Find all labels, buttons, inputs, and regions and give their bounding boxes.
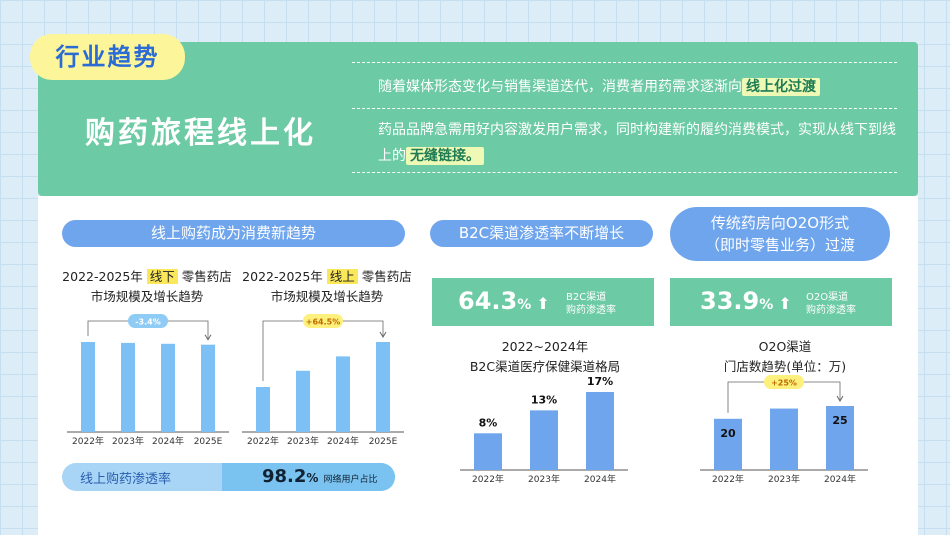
chart-title: 2022~2024年 B2C渠道医疗保健渠道格局 [440, 337, 650, 377]
growth-label: +64.5% [306, 318, 340, 327]
section-header: 线上购药成为消费新趋势 [62, 220, 405, 247]
t: O2O渠道 [758, 339, 812, 354]
bar [586, 392, 614, 470]
bar [81, 342, 95, 432]
x-label: 2022年 [472, 473, 504, 485]
chart-title: 2022-2025年 线下 零售药店市场规模及增长趋势 [52, 267, 242, 307]
header-line: （即时零售业务）过渡 [704, 236, 855, 254]
n: O2O渠道 [806, 292, 849, 303]
stat: 64.3% ⬆ [458, 287, 550, 315]
value-label: 20 [720, 427, 736, 440]
intro-text: 随着媒体形态变化与销售渠道迭代，消费者用药需求逐渐向 [378, 79, 742, 95]
growth-pill [303, 314, 343, 328]
n: 购药渗透率 [806, 305, 856, 316]
t: 2022-2025年 [62, 269, 143, 284]
bar [121, 342, 135, 432]
bar [201, 344, 215, 432]
divider [352, 172, 897, 173]
bar [714, 418, 742, 470]
n: 购药渗透率 [566, 305, 616, 316]
bar [826, 406, 854, 470]
footer-label: 线上购药渗透率 [80, 472, 172, 487]
note: 网络用户占比 [323, 475, 378, 485]
stat-note: B2C渠道购药渗透率 [566, 291, 616, 317]
t: 零售药店 [181, 269, 232, 284]
bar [474, 433, 502, 470]
n: B2C渠道 [566, 292, 607, 303]
growth-label: +25% [771, 379, 797, 388]
tag: 行业趋势 [30, 34, 185, 80]
growth-pill [764, 375, 804, 389]
growth-pill [128, 314, 168, 328]
x-label: 2025E [369, 437, 398, 447]
intro-highlight: 无缝链接。 [406, 147, 484, 165]
t: B2C渠道医疗保健渠道格局 [469, 359, 621, 374]
stat-value: 33.9 [700, 287, 760, 315]
stat-note: O2O渠道购药渗透率 [806, 291, 856, 317]
header-panel [38, 42, 918, 196]
intro: 随着媒体形态变化与销售渠道迭代，消费者用药需求逐渐向 线上化过渡 [378, 74, 903, 100]
footer-stat: 98.2% 网络用户占比 [262, 466, 378, 487]
unit: % [759, 297, 774, 313]
arrow [204, 334, 212, 341]
divider [352, 108, 897, 109]
unit: % [517, 297, 532, 313]
intro: 药品品牌急需用好内容激发用户需求，同时构建新的履约消费模式，实现从线下到线上的无… [378, 117, 903, 169]
value-label: 8% [479, 416, 498, 429]
t: 门店数趋势(单位：万) [723, 359, 847, 374]
bar [336, 356, 350, 432]
x-label: 2024年 [152, 435, 184, 447]
divider [352, 62, 897, 63]
value-label: 13% [531, 393, 557, 406]
x-label: 2024年 [327, 435, 359, 447]
bar [376, 342, 390, 432]
x-label: 2023年 [528, 473, 560, 485]
section-header: B2C渠道渗透率不断增长 [430, 220, 653, 247]
t: 市场规模及增长趋势 [90, 289, 204, 304]
footer-fill [222, 463, 395, 491]
bar [256, 387, 270, 432]
arrow [836, 395, 844, 402]
stat-box [670, 278, 892, 326]
x-label: 2025E [194, 437, 223, 447]
bar [161, 343, 175, 432]
growth-label: -3.4% [135, 318, 161, 327]
t: 零售药店 [361, 269, 412, 284]
intro-highlight: 线上化过渡 [742, 78, 820, 96]
value-label: 17% [587, 375, 613, 388]
value-label: 25 [832, 414, 847, 427]
title: 购药旅程线上化 [85, 116, 316, 151]
stat-value: 64.3 [458, 287, 518, 315]
x-label: 2023年 [287, 435, 319, 447]
bar [530, 410, 558, 470]
growth-bracket [262, 320, 384, 381]
t-hl: 线下 [146, 269, 178, 284]
stat-box [432, 278, 654, 326]
x-label: 2022年 [247, 435, 279, 447]
x-label: 2022年 [72, 435, 104, 447]
arrow [379, 331, 387, 338]
t: 市场规模及增长趋势 [270, 289, 384, 304]
stat: 98.2 [262, 466, 307, 487]
t: 2022-2025年 [242, 269, 323, 284]
chart-title: O2O渠道门店数趋势(单位：万) [680, 337, 890, 377]
stat: 33.9% ⬆ [700, 287, 792, 315]
t-hl: 线上 [326, 269, 358, 284]
x-label: 2023年 [768, 473, 800, 485]
bar [296, 370, 310, 432]
bar [770, 408, 798, 470]
section-header: 传统药房向O2O形式 （即时零售业务）过渡 [670, 207, 890, 261]
x-label: 2024年 [584, 473, 616, 485]
x-label: 2022年 [712, 473, 744, 485]
unit: % [306, 471, 319, 485]
header-line: 传统药房向O2O形式 [710, 214, 850, 232]
x-label: 2023年 [112, 435, 144, 447]
chart-title: 2022-2025年 线上 零售药店市场规模及增长趋势 [232, 267, 422, 307]
x-label: 2024年 [824, 473, 856, 485]
t: 2022~2024年 [501, 339, 589, 354]
intro-text: 药品品牌急需用好内容激发用户需求，同时构建新的履约消费模式，实现从线下到线上的 [378, 122, 896, 164]
